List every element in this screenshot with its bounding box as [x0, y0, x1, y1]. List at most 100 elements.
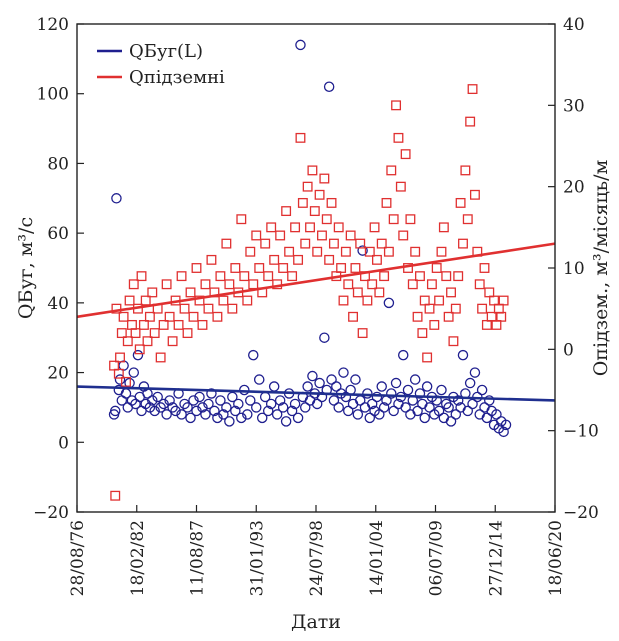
data-point-square	[305, 222, 315, 233]
y-left-tick-label: 60	[47, 224, 69, 244]
data-point-square	[446, 287, 456, 298]
data-point-square	[379, 271, 390, 282]
data-point-square	[281, 206, 292, 217]
data-point-circle	[445, 416, 457, 427]
data-point-circle	[390, 377, 402, 389]
data-point-square	[410, 246, 421, 257]
data-point-square	[200, 279, 211, 290]
data-point-square	[345, 230, 356, 241]
data-point-square	[128, 279, 139, 290]
data-point-square	[124, 295, 135, 306]
data-point-square	[436, 246, 447, 257]
data-point-circle	[433, 405, 445, 417]
data-point-square	[429, 319, 440, 330]
data-point-square	[467, 84, 478, 95]
data-point-square	[307, 165, 318, 176]
data-point-circle	[194, 391, 205, 403]
data-point-square	[317, 230, 327, 241]
data-point-square	[136, 271, 147, 282]
data-point-circle	[452, 395, 464, 406]
data-point-square	[149, 328, 160, 339]
data-point-square	[493, 303, 504, 314]
data-point-circle	[248, 349, 259, 361]
data-point-circle	[221, 402, 232, 413]
data-point-square	[477, 303, 488, 314]
data-point-circle	[161, 409, 172, 420]
data-point-square	[448, 336, 459, 347]
data-point-square	[458, 238, 468, 249]
data-point-square	[194, 295, 205, 306]
data-point-square	[481, 319, 492, 330]
data-point-circle	[362, 388, 373, 399]
data-point-circle	[476, 384, 488, 396]
data-point-square	[293, 254, 304, 265]
data-point-square	[260, 238, 271, 249]
data-point-circle	[295, 39, 306, 51]
data-point-square	[158, 319, 169, 330]
legend-label-1: QБуг(L)	[129, 41, 203, 62]
data-point-square	[391, 100, 402, 111]
data-point-square	[164, 311, 175, 322]
data-point-circle	[152, 391, 163, 403]
data-point-circle	[443, 402, 454, 413]
data-point-square	[400, 149, 411, 160]
y-right-tick-label: 30	[563, 96, 585, 116]
data-point-circle	[500, 419, 512, 431]
data-point-circle	[242, 409, 253, 420]
data-point-square	[215, 271, 226, 282]
data-point-circle	[402, 384, 414, 396]
data-point-square	[371, 254, 382, 265]
data-point-square	[486, 311, 497, 322]
data-point-circle	[464, 377, 476, 389]
data-point-square	[142, 336, 153, 347]
data-point-square	[203, 303, 214, 314]
data-point-square	[412, 311, 423, 322]
data-point-circle	[397, 349, 409, 361]
data-point-circle	[274, 395, 286, 406]
data-point-square	[254, 263, 265, 273]
data-point-square	[314, 189, 325, 200]
data-point-square	[212, 311, 223, 322]
data-point-square	[338, 295, 349, 306]
data-point-square	[116, 328, 127, 339]
data-point-square	[251, 230, 262, 241]
data-point-square	[465, 116, 476, 127]
data-point-square	[182, 328, 193, 339]
data-point-square	[239, 271, 250, 282]
data-point-circle	[378, 402, 390, 413]
data-point-circle	[185, 412, 196, 424]
data-point-square	[381, 197, 392, 208]
data-point-square	[479, 263, 490, 273]
data-point-square	[374, 287, 385, 298]
data-point-square	[167, 336, 178, 347]
data-point-square	[441, 271, 452, 282]
data-point-circle	[158, 398, 169, 410]
data-point-square	[350, 263, 361, 273]
data-point-square	[290, 222, 301, 233]
data-point-circle	[128, 367, 140, 378]
y-right-tick-label: 10	[563, 259, 585, 279]
y-left-tick-label: 0	[58, 433, 69, 453]
data-point-circle	[200, 409, 211, 420]
x-tick-label: 11/08/87	[188, 520, 208, 596]
data-point-square	[422, 352, 433, 363]
data-point-square	[491, 319, 502, 330]
legend: QБуг(L) Qпідземні	[97, 41, 225, 88]
data-point-square	[221, 238, 232, 249]
trendline-1	[76, 385, 556, 402]
data-point-circle	[147, 395, 158, 406]
data-point-circle	[212, 412, 223, 424]
data-point-circle	[230, 405, 241, 417]
data-point-circle	[191, 405, 202, 417]
plot-area	[76, 39, 556, 501]
data-point-circle	[469, 367, 481, 378]
data-point-square	[161, 279, 172, 290]
data-point-circle	[302, 381, 313, 392]
data-point-square	[362, 295, 373, 306]
data-point-square	[343, 279, 354, 290]
data-point-square	[248, 279, 259, 290]
data-point-square	[266, 222, 277, 233]
data-point-square	[173, 319, 184, 330]
x-tick-label: 06/07/09	[427, 520, 447, 596]
x-tick-label: 18/02/82	[128, 520, 148, 596]
